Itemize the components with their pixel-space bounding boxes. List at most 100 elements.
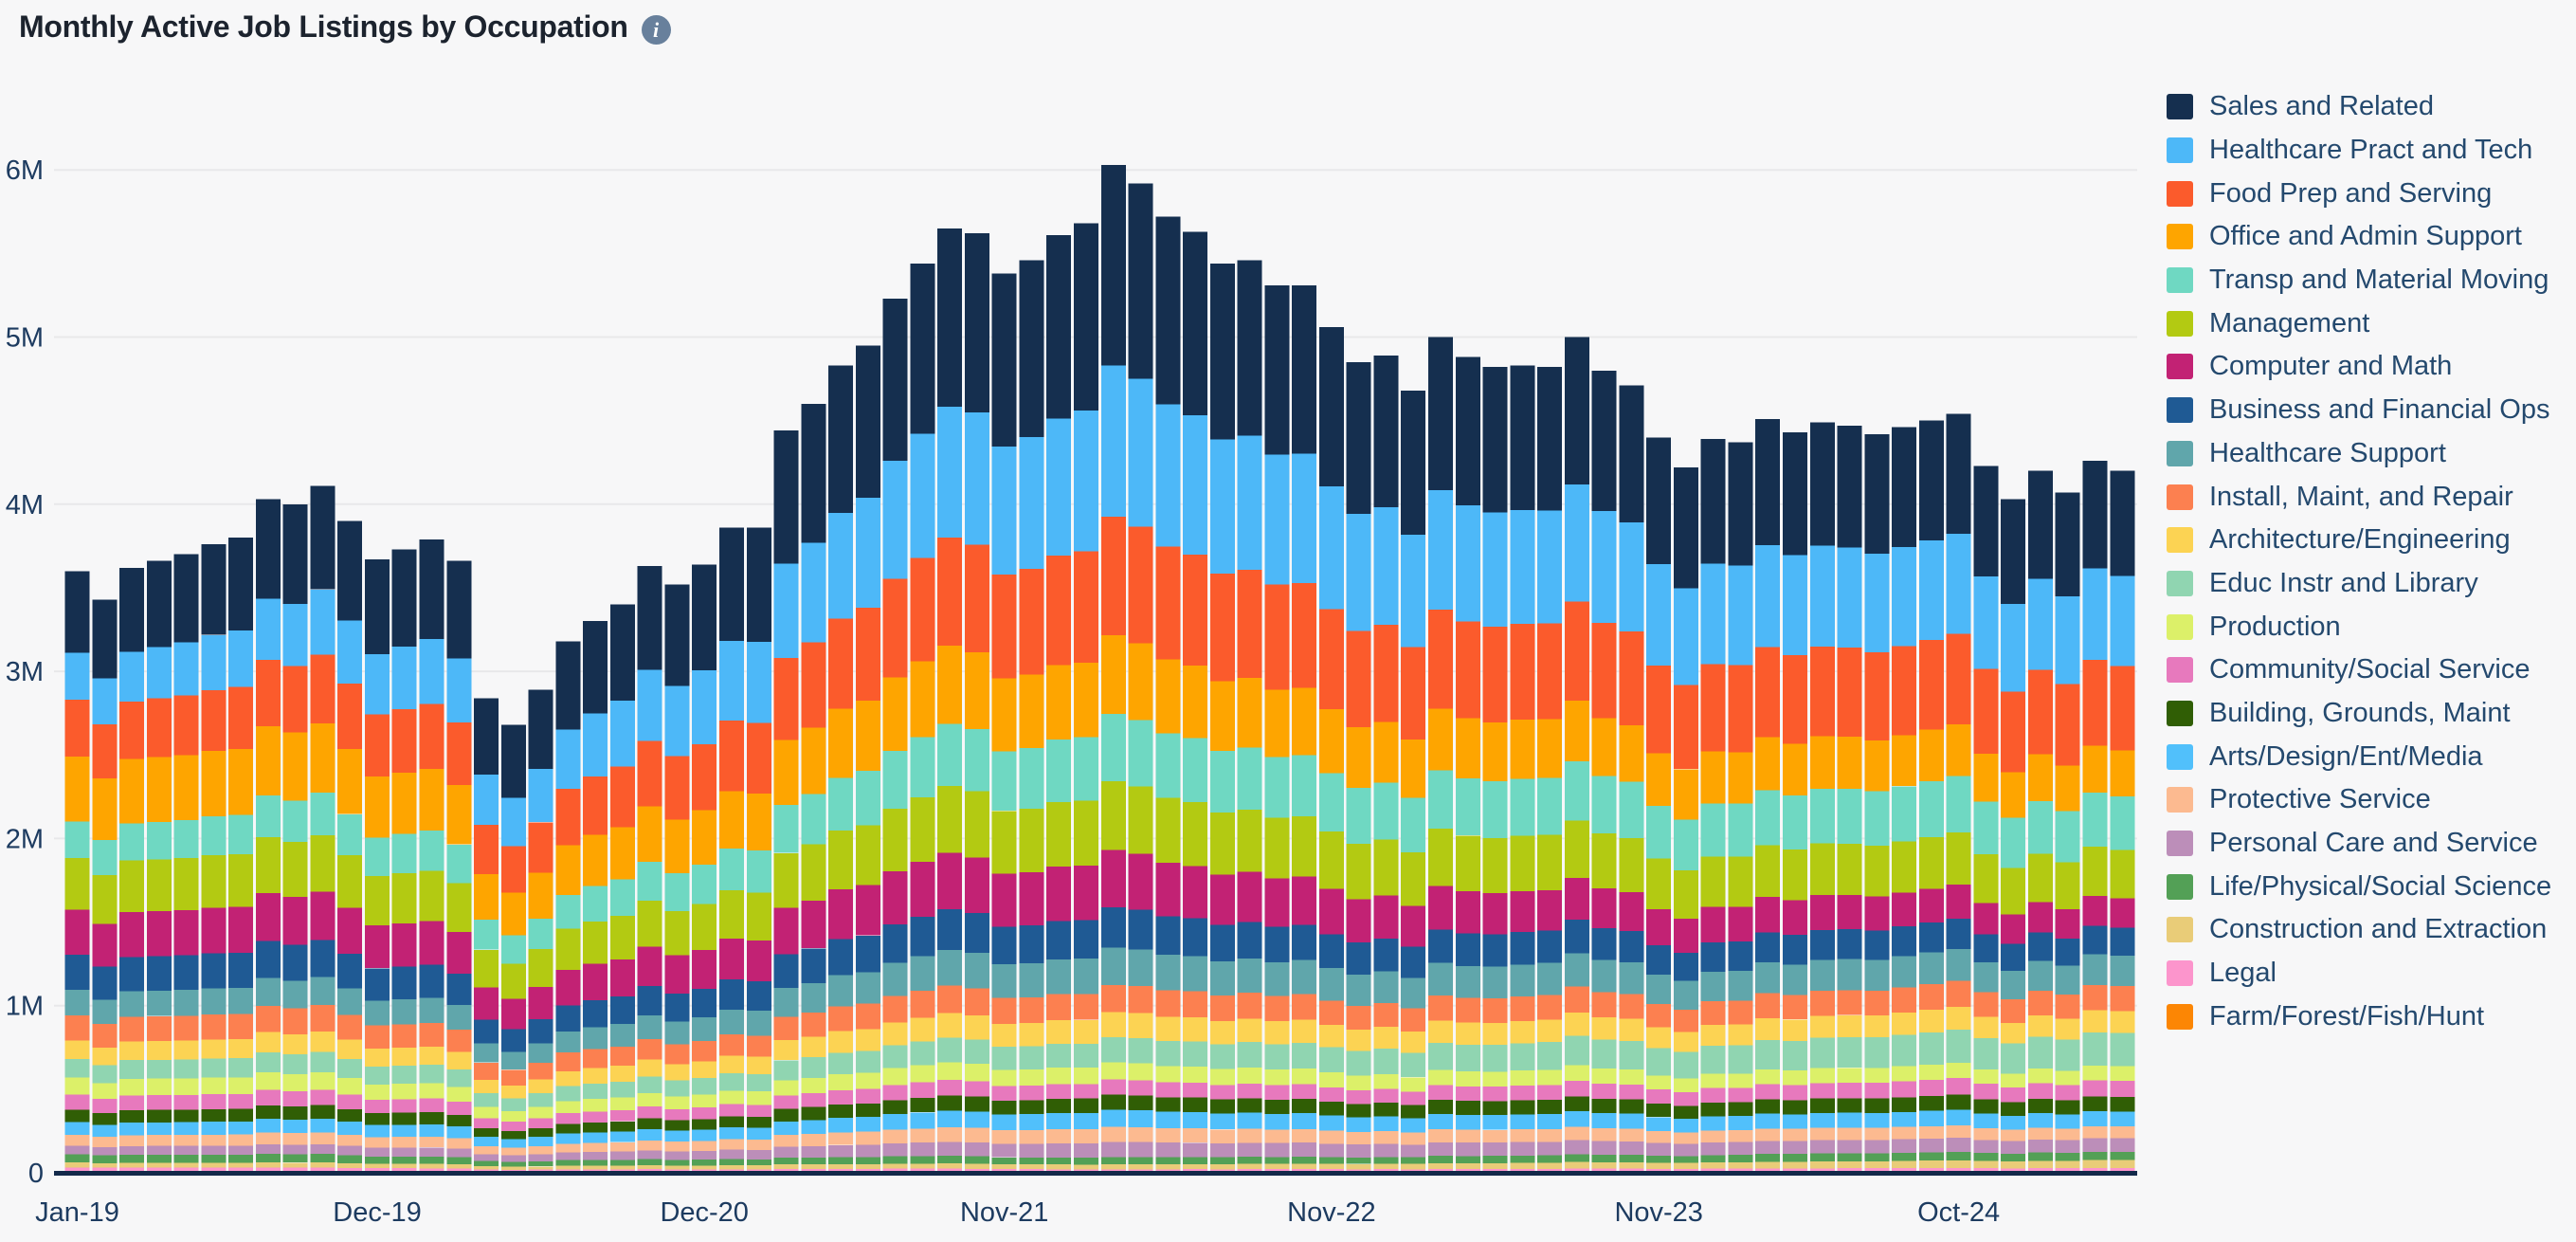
segment-sales-and-related[interactable] [2082, 461, 2108, 569]
segment-personal-care-and-service[interactable] [2001, 1141, 2026, 1154]
segment-install-maint-and-repair[interactable] [255, 1005, 281, 1032]
segment-sales-and-related[interactable] [1074, 223, 1098, 411]
segment-protective-service[interactable] [173, 1135, 199, 1146]
segment-sales-and-related[interactable] [1783, 432, 1807, 556]
segment-install-maint-and-repair[interactable] [855, 1003, 880, 1030]
segment-computer-and-math[interactable] [801, 900, 826, 949]
segment-arts-design-ent-media[interactable] [801, 1120, 826, 1134]
segment-install-maint-and-repair[interactable] [583, 1049, 608, 1068]
segment-life-physical-social-science[interactable] [1318, 1157, 1344, 1164]
segment-business-and-financial-ops[interactable] [1128, 909, 1153, 950]
segment-healthcare-pract-and-tech[interactable] [1946, 534, 1971, 634]
segment-arts-design-ent-media[interactable] [1155, 1111, 1181, 1129]
segment-computer-and-math[interactable] [228, 906, 254, 953]
segment-management[interactable] [2110, 849, 2135, 899]
segment-educ-instr-and-library[interactable] [746, 1073, 771, 1092]
segment-protective-service[interactable] [1728, 1130, 1753, 1142]
segment-computer-and-math[interactable] [1783, 900, 1807, 936]
segment-management[interactable] [365, 875, 390, 926]
segment-food-prep-and-serving[interactable] [201, 689, 227, 752]
bar-feb-24[interactable] [1728, 442, 1753, 1173]
segment-office-and-admin-support[interactable] [609, 827, 635, 880]
segment-protective-service[interactable] [555, 1143, 581, 1153]
segment-life-physical-social-science[interactable] [664, 1160, 690, 1166]
segment-transp-and-material-moving[interactable] [773, 804, 799, 853]
segment-transp-and-material-moving[interactable] [1619, 781, 1644, 839]
segment-arts-design-ent-media[interactable] [391, 1124, 417, 1138]
segment-construction-and-extraction[interactable] [528, 1166, 553, 1170]
segment-construction-and-extraction[interactable] [2027, 1160, 2053, 1168]
segment-personal-care-and-service[interactable] [1619, 1141, 1644, 1155]
segment-legal[interactable] [92, 1167, 118, 1172]
segment-legal[interactable] [773, 1168, 799, 1172]
segment-healthcare-support[interactable] [1046, 959, 1072, 995]
segment-building-grounds-maint[interactable] [719, 1116, 744, 1128]
segment-protective-service[interactable] [1892, 1126, 1917, 1140]
segment-arts-design-ent-media[interactable] [1237, 1112, 1262, 1129]
segment-healthcare-support[interactable] [282, 980, 308, 1009]
segment-business-and-financial-ops[interactable] [910, 917, 935, 957]
segment-legal[interactable] [1209, 1169, 1235, 1172]
segment-sales-and-related[interactable] [228, 538, 254, 630]
segment-transp-and-material-moving[interactable] [1209, 751, 1235, 813]
segment-transp-and-material-moving[interactable] [1183, 738, 1208, 802]
segment-transp-and-material-moving[interactable] [1155, 733, 1181, 798]
segment-computer-and-math[interactable] [419, 921, 444, 965]
segment-food-prep-and-serving[interactable] [719, 721, 744, 792]
segment-arts-design-ent-media[interactable] [1918, 1110, 1944, 1126]
segment-production[interactable] [1401, 1077, 1426, 1092]
segment-life-physical-social-science[interactable] [910, 1156, 935, 1164]
bar-jan-25[interactable] [2027, 470, 2053, 1174]
segment-office-and-admin-support[interactable] [2082, 745, 2108, 794]
segment-building-grounds-maint[interactable] [1019, 1100, 1044, 1115]
segment-install-maint-and-repair[interactable] [1673, 1009, 1698, 1032]
segment-educ-instr-and-library[interactable] [1318, 1047, 1344, 1073]
segment-personal-care-and-service[interactable] [1155, 1142, 1181, 1158]
segment-production[interactable] [855, 1072, 880, 1089]
segment-protective-service[interactable] [1209, 1129, 1235, 1143]
segment-food-prep-and-serving[interactable] [1809, 647, 1835, 737]
segment-transp-and-material-moving[interactable] [746, 850, 771, 893]
segment-sales-and-related[interactable] [555, 641, 581, 730]
segment-building-grounds-maint[interactable] [1564, 1096, 1589, 1111]
segment-management[interactable] [1728, 856, 1753, 907]
segment-legal[interactable] [2110, 1167, 2135, 1172]
segment-legal[interactable] [719, 1169, 744, 1172]
segment-architecture-engineering[interactable] [474, 1079, 499, 1094]
segment-sales-and-related[interactable] [1455, 356, 1480, 505]
legend-item-building-grounds-maint[interactable]: Building, Grounds, Maint [2167, 692, 2551, 736]
segment-construction-and-extraction[interactable] [1455, 1162, 1480, 1169]
segment-install-maint-and-repair[interactable] [2055, 995, 2080, 1019]
segment-architecture-engineering[interactable] [173, 1040, 199, 1060]
segment-educ-instr-and-library[interactable] [1755, 1039, 1781, 1069]
segment-protective-service[interactable] [1100, 1126, 1126, 1142]
segment-healthcare-pract-and-tech[interactable] [1074, 411, 1098, 552]
segment-architecture-engineering[interactable] [1318, 1025, 1344, 1048]
bar-jul-19[interactable] [228, 538, 254, 1173]
segment-computer-and-math[interactable] [1700, 906, 1726, 942]
segment-building-grounds-maint[interactable] [1128, 1095, 1153, 1111]
segment-sales-and-related[interactable] [1918, 420, 1944, 540]
bar-sep-22[interactable] [1264, 284, 1290, 1173]
legend-item-management[interactable]: Management [2167, 301, 2551, 345]
segment-building-grounds-maint[interactable] [2001, 1102, 2026, 1117]
segment-transp-and-material-moving[interactable] [1455, 777, 1480, 836]
segment-legal[interactable] [1755, 1168, 1781, 1172]
segment-architecture-engineering[interactable] [1700, 1025, 1726, 1047]
segment-life-physical-social-science[interactable] [746, 1159, 771, 1166]
segment-business-and-financial-ops[interactable] [419, 964, 444, 998]
segment-production[interactable] [419, 1083, 444, 1099]
segment-transp-and-material-moving[interactable] [173, 819, 199, 859]
segment-transp-and-material-moving[interactable] [1591, 776, 1617, 833]
segment-healthcare-support[interactable] [882, 962, 908, 996]
segment-healthcare-pract-and-tech[interactable] [773, 563, 799, 658]
segment-personal-care-and-service[interactable] [365, 1147, 390, 1157]
segment-business-and-financial-ops[interactable] [609, 996, 635, 1025]
segment-architecture-engineering[interactable] [1237, 1018, 1262, 1043]
segment-business-and-financial-ops[interactable] [92, 966, 118, 1000]
segment-legal[interactable] [1510, 1168, 1535, 1172]
segment-healthcare-pract-and-tech[interactable] [746, 642, 771, 723]
segment-healthcare-support[interactable] [746, 1011, 771, 1036]
segment-personal-care-and-service[interactable] [1918, 1138, 1944, 1153]
segment-educ-instr-and-library[interactable] [855, 1050, 880, 1073]
